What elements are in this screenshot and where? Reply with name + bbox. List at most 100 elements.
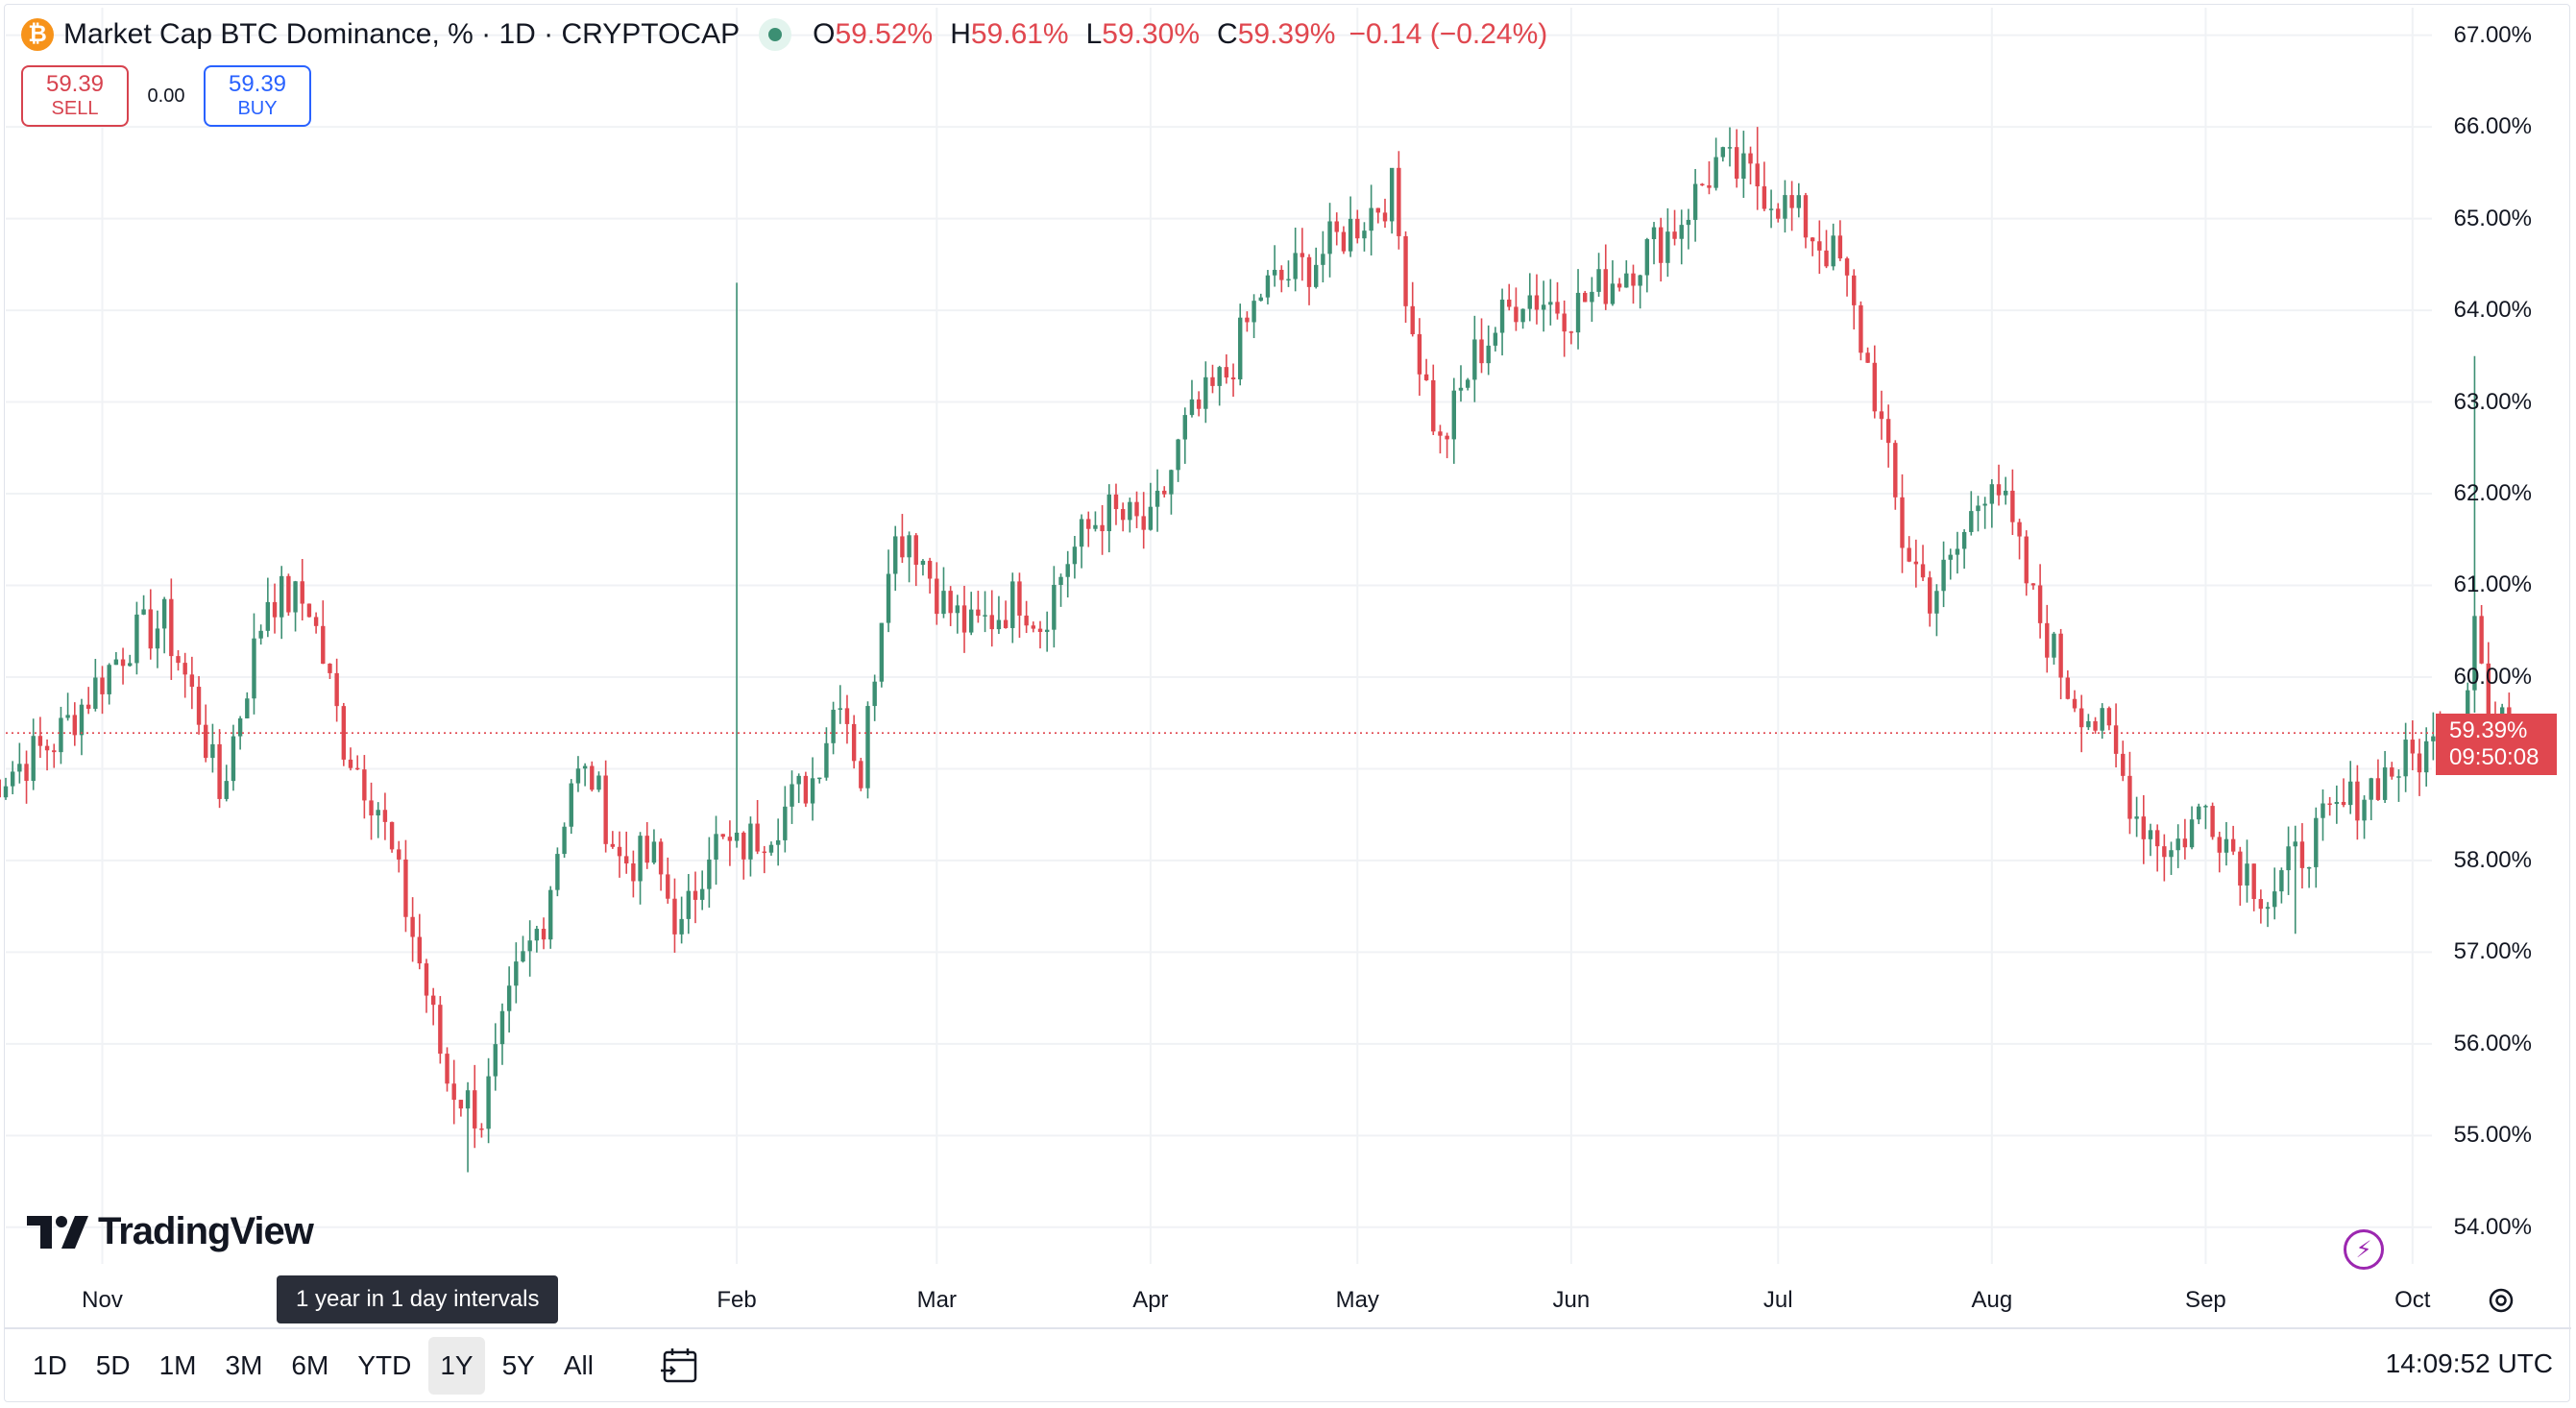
candle-body bbox=[2431, 736, 2436, 741]
candle-body bbox=[900, 536, 905, 558]
calendar-range-icon[interactable] bbox=[659, 1344, 703, 1388]
period-5y-button[interactable]: 5Y bbox=[501, 1350, 535, 1380]
candle-body bbox=[989, 615, 994, 630]
candle-body bbox=[1707, 184, 1712, 188]
sell-button[interactable]: 59.39 SELL bbox=[21, 65, 129, 127]
candle-body bbox=[2004, 490, 2008, 496]
y-tick-label: 60.00% bbox=[2453, 663, 2532, 690]
candle-body bbox=[389, 821, 395, 850]
candle-body bbox=[354, 767, 360, 770]
candle-body bbox=[2382, 767, 2388, 800]
candle-body bbox=[575, 768, 581, 784]
period-all-button[interactable]: All bbox=[563, 1350, 594, 1380]
market-status-icon[interactable] bbox=[759, 18, 792, 51]
candle-body bbox=[79, 704, 85, 736]
candle-body bbox=[445, 1054, 450, 1084]
candle-body bbox=[376, 810, 380, 816]
x-tick-label: May bbox=[1335, 1287, 1379, 1313]
candle-body bbox=[1810, 237, 1815, 242]
candle-body bbox=[720, 834, 725, 838]
candle-body bbox=[935, 578, 939, 615]
candle-body bbox=[2251, 863, 2256, 900]
y-tick-label: 62.00% bbox=[2453, 480, 2532, 506]
candle-body bbox=[1113, 494, 1119, 510]
candle-body bbox=[1644, 239, 1650, 276]
low-key: L bbox=[1085, 18, 1103, 50]
buy-button[interactable]: 59.39 BUY bbox=[204, 65, 311, 127]
symbol-title[interactable]: Market Cap BTC Dominance, % · 1D · CRYPT… bbox=[63, 18, 741, 50]
candle-body bbox=[679, 918, 684, 935]
candle-body bbox=[1900, 497, 1905, 548]
candle-body bbox=[85, 704, 91, 709]
candle-body bbox=[651, 841, 657, 863]
candle-body bbox=[838, 708, 842, 710]
candle-body bbox=[1072, 546, 1078, 565]
candle-body bbox=[334, 672, 339, 707]
period-ytd-button[interactable]: YTD bbox=[357, 1350, 412, 1380]
candle-body bbox=[1079, 519, 1084, 547]
low-value: 59.30% bbox=[1102, 18, 1201, 50]
candle-body bbox=[1286, 279, 1291, 281]
candle-body bbox=[506, 985, 512, 1011]
bitcoin-icon: ₿ bbox=[21, 18, 54, 51]
utc-clock[interactable]: 14:09:52 UTC bbox=[2385, 1348, 2553, 1378]
candle-body bbox=[1907, 547, 1911, 562]
period-1d-button[interactable]: 1D bbox=[33, 1350, 67, 1380]
candle-body bbox=[59, 717, 63, 753]
candle-body bbox=[2362, 799, 2367, 821]
candle-body bbox=[714, 834, 718, 860]
candle-body bbox=[2423, 740, 2429, 773]
candle-body bbox=[734, 832, 740, 841]
candle-body bbox=[2100, 708, 2104, 731]
candle-body bbox=[727, 837, 733, 841]
candle-body bbox=[1024, 615, 1029, 626]
candle-body bbox=[1734, 147, 1739, 180]
candle-body bbox=[1128, 501, 1132, 521]
candle-body bbox=[2169, 850, 2174, 858]
candle-body bbox=[817, 777, 822, 780]
candle-body bbox=[1514, 306, 1519, 323]
candle-body bbox=[2265, 907, 2271, 910]
candle-body bbox=[2355, 781, 2360, 821]
candle-body bbox=[1541, 304, 1546, 310]
candle-body bbox=[2141, 816, 2146, 839]
period-1m-button[interactable]: 1M bbox=[158, 1350, 197, 1380]
candle-body bbox=[1837, 235, 1843, 259]
last-price-value: 59.39% bbox=[2449, 717, 2528, 743]
candle-body bbox=[231, 736, 236, 782]
candle-body bbox=[1154, 490, 1160, 507]
candle-body bbox=[1976, 505, 1981, 512]
candle-body bbox=[1934, 591, 1939, 614]
candle-body bbox=[321, 625, 326, 665]
candle-body bbox=[1700, 183, 1705, 186]
x-tick-label: Mar bbox=[916, 1287, 957, 1313]
candle-body bbox=[638, 836, 643, 882]
candle-body bbox=[1961, 531, 1967, 549]
settings-gear-icon[interactable] bbox=[2484, 1283, 2518, 1318]
period-3m-button[interactable]: 3M bbox=[225, 1350, 263, 1380]
candle-body bbox=[1493, 332, 1498, 346]
candle-body bbox=[824, 742, 829, 778]
close-value: 59.39% bbox=[1237, 18, 1336, 50]
candle-body bbox=[1776, 208, 1781, 219]
period-1y-button[interactable]: 1Y bbox=[428, 1337, 485, 1395]
candle-body bbox=[686, 890, 692, 919]
candle-body bbox=[521, 951, 525, 962]
lightning-icon[interactable]: ⚡ bbox=[2344, 1229, 2384, 1270]
candle-body bbox=[1755, 163, 1760, 187]
candle-body bbox=[983, 615, 987, 617]
candle-body bbox=[2017, 522, 2022, 537]
candle-body bbox=[2024, 536, 2029, 584]
candle-body bbox=[927, 560, 933, 579]
candle-body bbox=[610, 843, 616, 847]
candle-body bbox=[2113, 725, 2119, 754]
candle-body bbox=[1141, 516, 1146, 530]
candle-body bbox=[1603, 269, 1608, 304]
period-5d-button[interactable]: 5D bbox=[95, 1350, 131, 1380]
candle-body bbox=[1245, 317, 1250, 323]
candle-body bbox=[1996, 484, 2002, 496]
period-6m-button[interactable]: 6M bbox=[291, 1350, 329, 1380]
tradingview-logo[interactable]: TradingView bbox=[27, 1210, 314, 1253]
candle-body bbox=[1375, 207, 1381, 213]
